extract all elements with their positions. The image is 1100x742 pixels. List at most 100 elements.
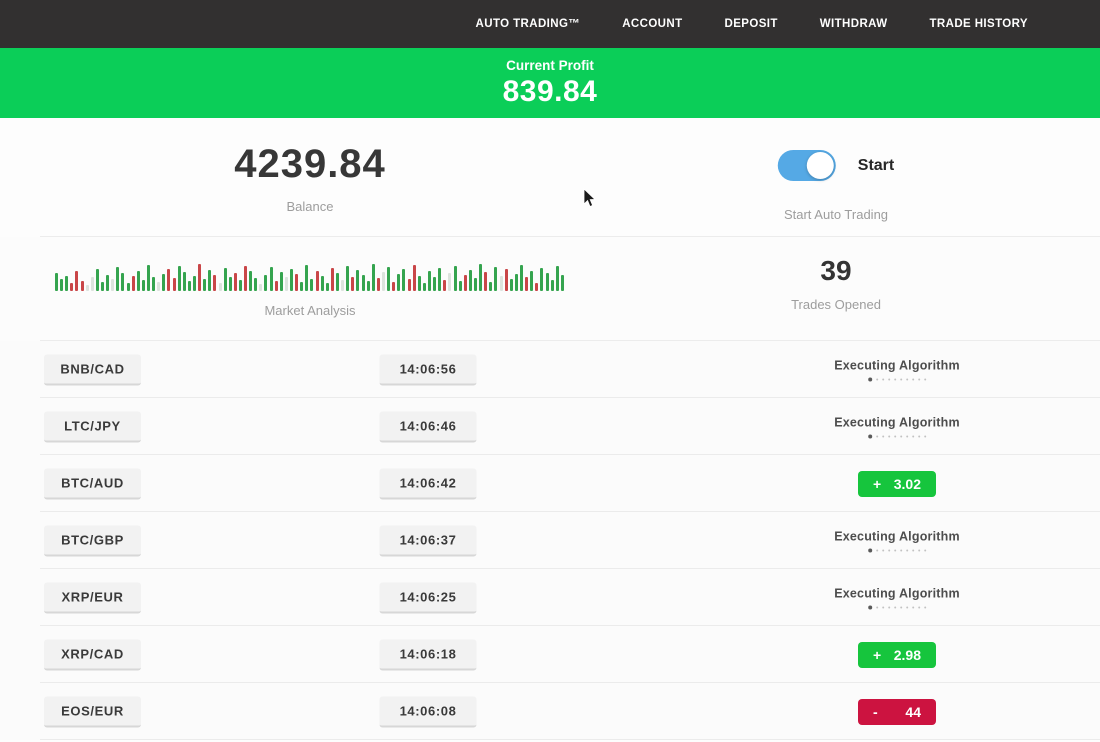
market-bar [187, 281, 191, 291]
pair-chip: LTC/JPY [44, 411, 141, 442]
nav-item-auto-trading[interactable]: AUTO TRADING™ [475, 18, 581, 30]
market-bar [330, 268, 334, 291]
progress-dots-icon [834, 377, 960, 381]
balance-value: 4239.84 [234, 142, 386, 186]
market-bar [336, 273, 340, 291]
time-chip: 14:06:46 [379, 411, 477, 442]
market-bar [315, 271, 319, 291]
market-bar [433, 277, 437, 291]
executing-algorithm-label: Executing Algorithm [834, 415, 960, 429]
market-bar [468, 270, 472, 291]
market-bar [458, 281, 462, 291]
market-bar [494, 267, 498, 291]
nav-item-trade-history[interactable]: TRADE HISTORY [929, 18, 1028, 30]
market-bar [509, 279, 513, 291]
market-bar [320, 276, 324, 291]
trade-status: Executing Algorithm [834, 358, 960, 381]
market-bar [535, 283, 539, 291]
nav-item-account[interactable]: ACCOUNT [622, 18, 683, 30]
market-bar [387, 267, 391, 291]
trade-status: Executing Algorithm [834, 529, 960, 552]
trade-row: EOS/EUR 14:06:08 -44 [0, 683, 1100, 740]
profit-badge: +2.98 [858, 641, 936, 668]
market-bar [310, 279, 314, 291]
pair-chip: XRP/EUR [44, 582, 141, 613]
market-bar [177, 266, 181, 291]
auto-trading-toggle[interactable] [777, 150, 836, 181]
nav-item-deposit[interactable]: DEPOSIT [724, 18, 778, 30]
market-bar [223, 268, 227, 291]
market-bar [100, 282, 104, 291]
market-bar [218, 283, 222, 291]
market-bar [371, 264, 375, 291]
market-bar [70, 283, 74, 291]
trade-status: +3.02 [858, 470, 936, 497]
auto-trading-toggle-block: Start Start Auto Trading [777, 150, 894, 222]
market-bar [264, 275, 268, 291]
market-bar [80, 281, 84, 291]
trade-row: BTC/GBP 14:06:37 Executing Algorithm [0, 512, 1100, 569]
trade-row: XRP/EUR 14:06:25 Executing Algorithm [0, 569, 1100, 626]
market-bar [146, 265, 150, 291]
executing-algorithm-label: Executing Algorithm [834, 529, 960, 543]
profit-banner: Current Profit 839.84 [0, 48, 1100, 118]
market-bar [356, 270, 360, 291]
market-bar [427, 271, 431, 291]
market-bar [172, 278, 176, 291]
progress-dots-icon [834, 548, 960, 552]
market-bar [438, 268, 442, 291]
trade-status: +2.98 [858, 641, 936, 668]
market-bar [550, 280, 554, 291]
market-bar [126, 283, 130, 291]
market-bar [519, 265, 523, 291]
toggle-caption: Start Auto Trading [783, 207, 889, 222]
time-chip: 14:06:56 [379, 354, 477, 385]
market-bar [111, 279, 115, 291]
market-bar [361, 275, 365, 291]
market-bar [141, 280, 145, 291]
trades-opened-label: Trades Opened [791, 297, 881, 312]
progress-dots-icon [834, 434, 960, 438]
market-bar [182, 272, 186, 291]
market-bar [422, 283, 426, 291]
trade-row: XRP/CAD 14:06:18 +2.98 [0, 626, 1100, 683]
market-bar [213, 275, 217, 291]
market-bar [259, 284, 263, 291]
market-bar [305, 265, 309, 291]
market-bar [479, 264, 483, 291]
profit-badge: +3.02 [858, 470, 936, 497]
market-bar [95, 269, 99, 291]
market-bar [131, 276, 135, 291]
market-bar [254, 278, 258, 291]
market-bar [295, 274, 299, 291]
market-bar [75, 271, 79, 291]
trades-opened-count: 39 [820, 255, 852, 286]
market-bar [346, 266, 350, 291]
market-bar [238, 280, 242, 291]
executing-algorithm-label: Executing Algorithm [834, 586, 960, 600]
trade-row: BTC/AUD 14:06:42 +3.02 [0, 455, 1100, 512]
market-bar [473, 278, 477, 291]
market-bar [341, 280, 345, 291]
time-chip: 14:06:42 [379, 468, 477, 499]
trade-status: Executing Algorithm [834, 415, 960, 438]
pair-chip: BTC/AUD [44, 468, 141, 499]
nav-item-withdraw[interactable]: WITHDRAW [819, 18, 888, 30]
market-bar [269, 267, 273, 291]
market-bar [560, 275, 564, 291]
market-bar [136, 271, 140, 291]
time-chip: 14:06:18 [379, 639, 477, 670]
trade-row: LTC/JPY 14:06:46 Executing Algorithm [0, 398, 1100, 455]
market-bar [499, 276, 503, 291]
time-chip: 14:06:37 [379, 525, 477, 556]
current-profit-label: Current Profit [506, 57, 594, 73]
current-profit-value: 839.84 [502, 74, 598, 108]
trade-status: -44 [858, 698, 936, 725]
market-bar [489, 282, 493, 291]
market-bar [545, 273, 549, 291]
market-bar [417, 276, 421, 291]
market-bar [525, 277, 529, 291]
market-bar [514, 274, 518, 291]
market-bar [121, 273, 125, 291]
loss-badge: -44 [858, 698, 936, 725]
